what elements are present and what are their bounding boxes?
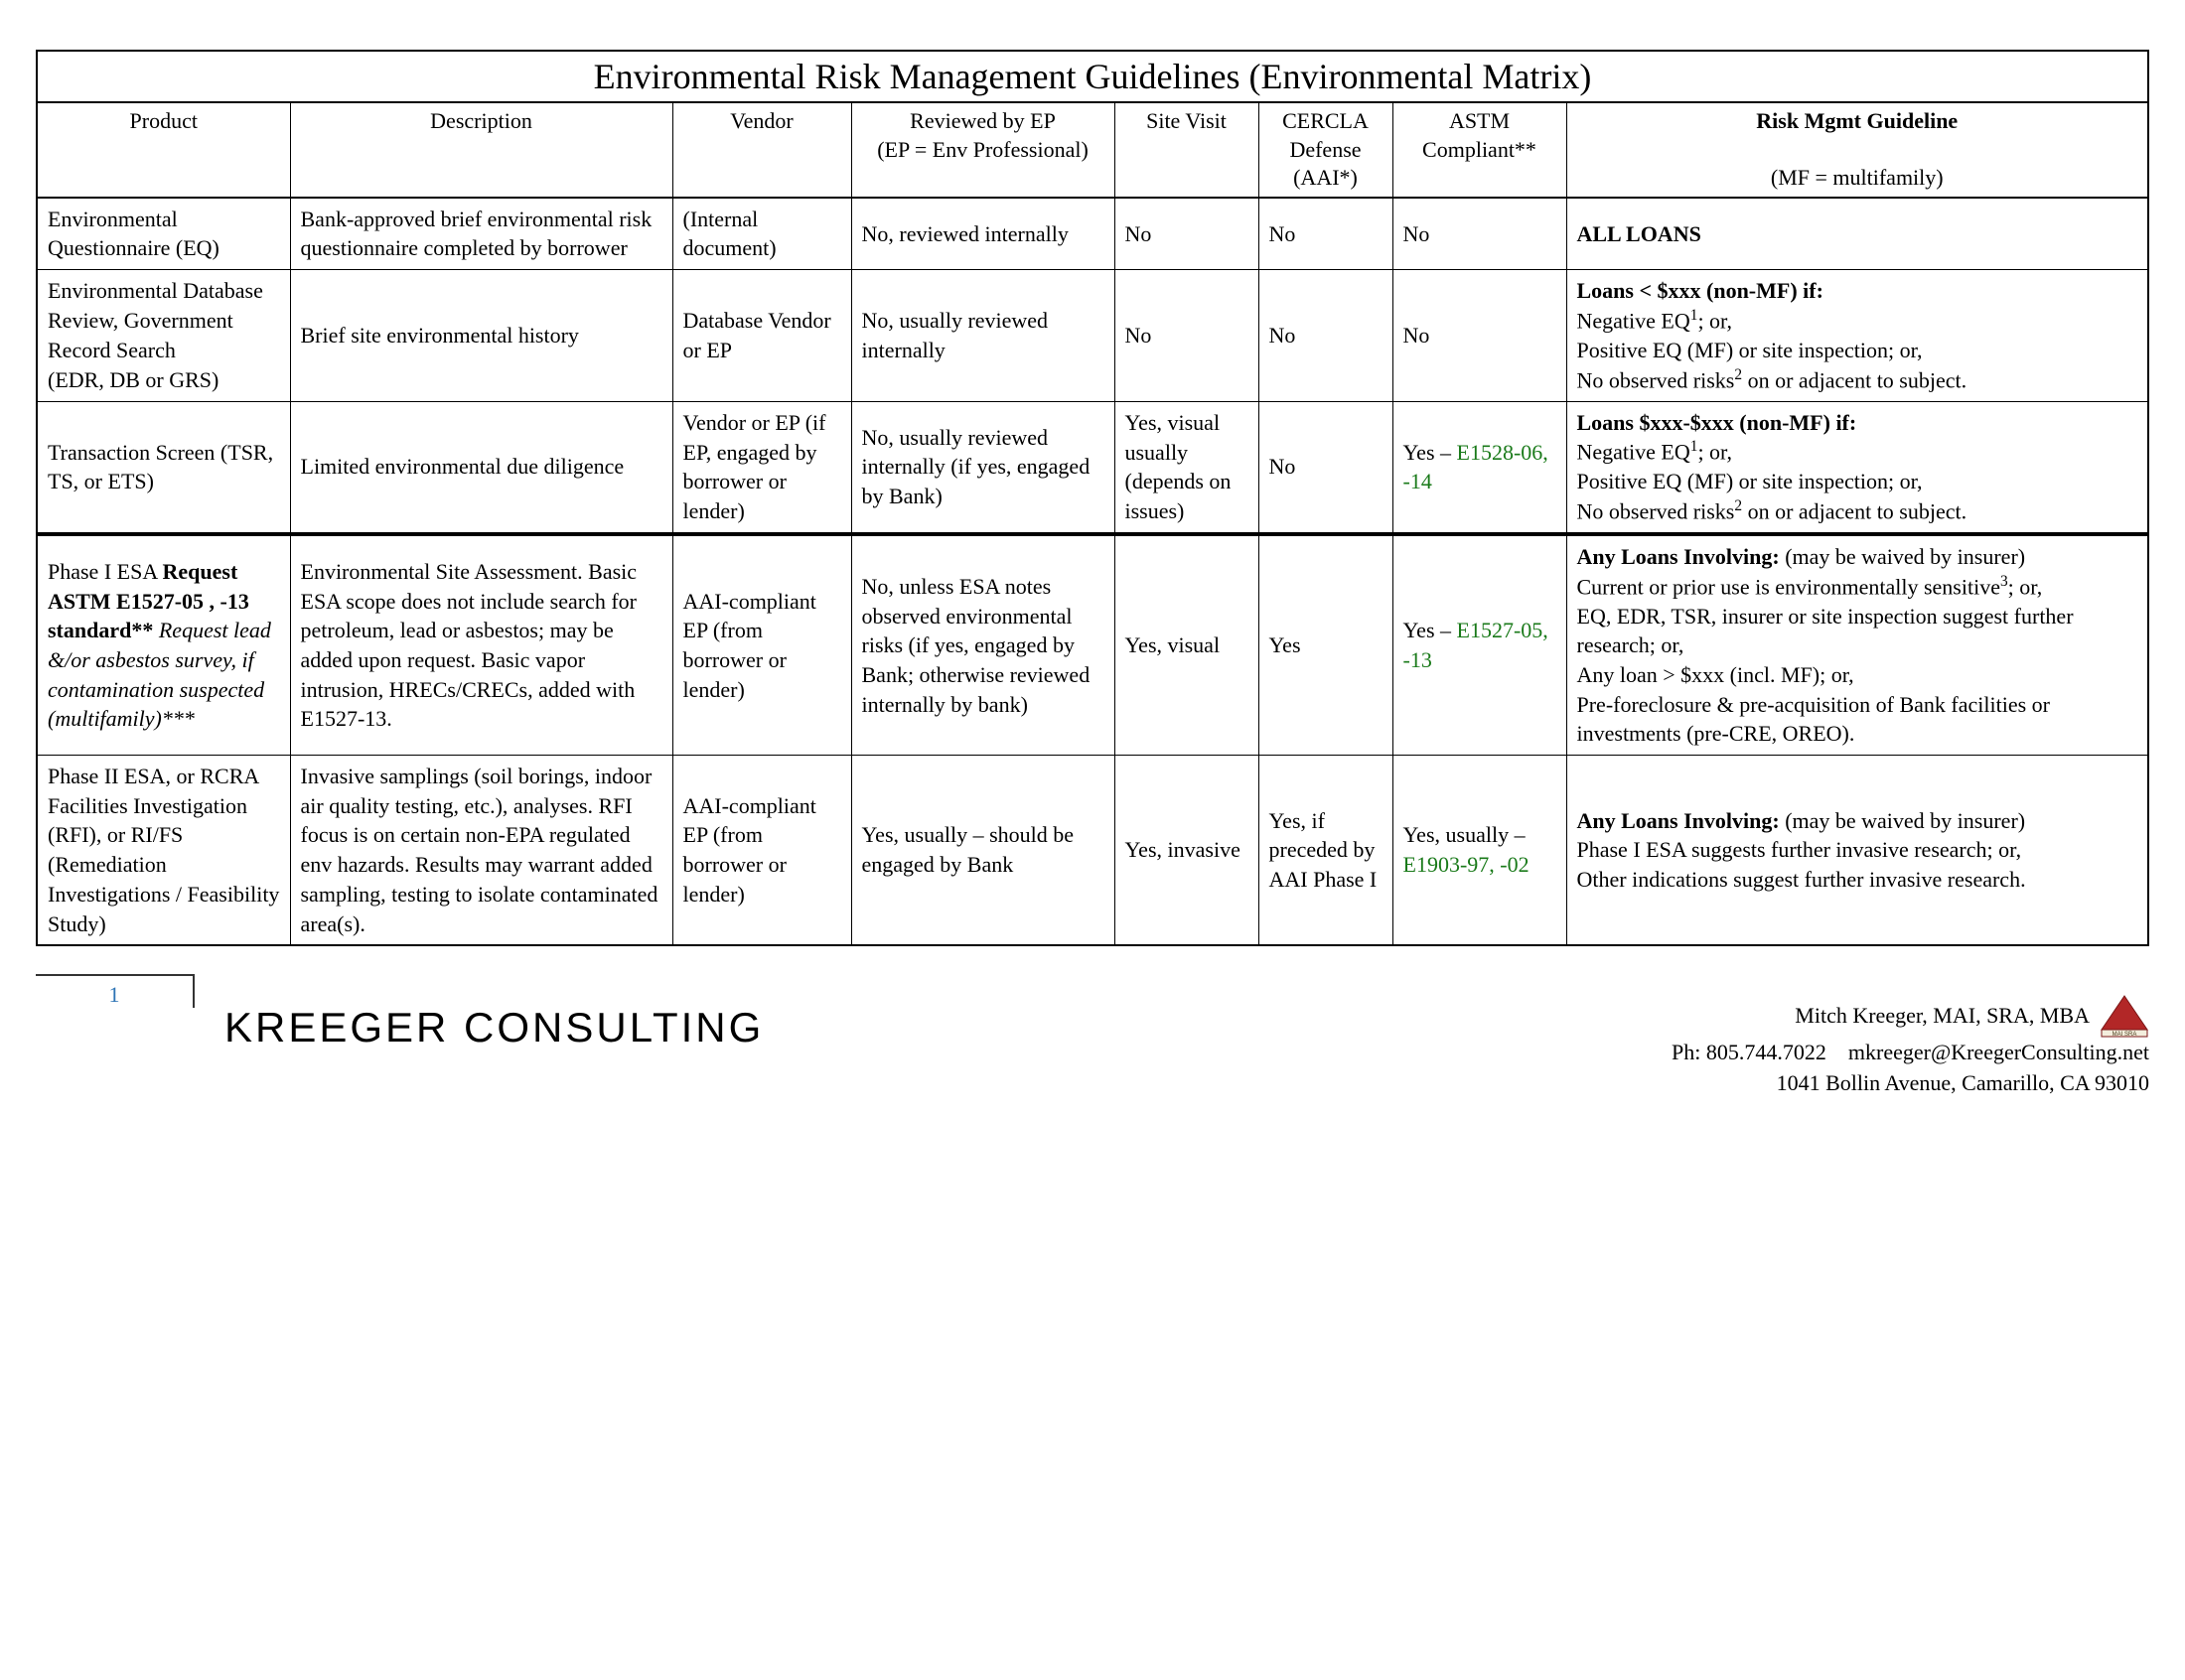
cell-reviewed: No, usually reviewed internally: [851, 270, 1114, 401]
footer-left: KREEGER CONSULTING: [195, 974, 1672, 1051]
cell-cercla: No: [1258, 198, 1392, 270]
cell-site: Yes, visual: [1114, 534, 1258, 756]
env-matrix-table: Product Description Vendor Reviewed by E…: [36, 101, 2149, 946]
cell-astm: No: [1392, 198, 1566, 270]
cell-cercla: No: [1258, 270, 1392, 401]
cell-site: No: [1114, 198, 1258, 270]
cell-reviewed: No, usually reviewed internally (if yes,…: [851, 401, 1114, 534]
col-product: Product: [37, 102, 290, 198]
brand-name: KREEGER CONSULTING: [224, 1004, 1672, 1051]
cell-product: Environmental Database Review, Governmen…: [37, 270, 290, 401]
cell-risk: ALL LOANS: [1566, 198, 2148, 270]
cell-vendor: Database Vendor or EP: [672, 270, 851, 401]
cell-risk: Loans < $xxx (non-MF) if:Negative EQ1; o…: [1566, 270, 2148, 401]
cell-description: Brief site environmental history: [290, 270, 672, 401]
cell-risk: Loans $xxx-$xxx (non-MF) if:Negative EQ1…: [1566, 401, 2148, 534]
col-reviewed: Reviewed by EP (EP = Env Professional): [851, 102, 1114, 198]
cell-cercla: Yes: [1258, 534, 1392, 756]
col-cercla: CERCLA Defense (AAI*): [1258, 102, 1392, 198]
cell-description: Limited environmental due diligence: [290, 401, 672, 534]
cell-product: Phase II ESA, or RCRA Facilities Investi…: [37, 756, 290, 946]
col-vendor: Vendor: [672, 102, 851, 198]
contact-email: mkreeger@KreegerConsulting.net: [1848, 1040, 2149, 1064]
cell-reviewed: No, unless ESA notes observed environmen…: [851, 534, 1114, 756]
cell-vendor: Vendor or EP (if EP, engaged by borrower…: [672, 401, 851, 534]
page-number-box: 1: [36, 974, 195, 1008]
contact-phone: Ph: 805.744.7022: [1672, 1040, 1826, 1064]
cell-product: Transaction Screen (TSR, TS, or ETS): [37, 401, 290, 534]
cell-product: Environmental Questionnaire (EQ): [37, 198, 290, 270]
cell-risk: Any Loans Involving: (may be waived by i…: [1566, 534, 2148, 756]
col-astm: ASTM Compliant**: [1392, 102, 1566, 198]
col-risk-sub: (MF = multifamily): [1771, 165, 1944, 190]
cell-vendor: (Internal document): [672, 198, 851, 270]
page-number: 1: [109, 982, 120, 1007]
cell-reviewed: No, reviewed internally: [851, 198, 1114, 270]
col-site: Site Visit: [1114, 102, 1258, 198]
contact-name: Mitch Kreeger, MAI, SRA, MBA: [1795, 1001, 2090, 1032]
cell-cercla: No: [1258, 401, 1392, 534]
col-risk-label: Risk Mgmt Guideline: [1756, 108, 1958, 133]
cell-vendor: AAI-compliant EP (from borrower or lende…: [672, 534, 851, 756]
cell-description: Environmental Site Assessment. Basic ESA…: [290, 534, 672, 756]
cell-reviewed: Yes, usually – should be engaged by Bank: [851, 756, 1114, 946]
cell-risk: Any Loans Involving: (may be waived by i…: [1566, 756, 2148, 946]
cell-astm: Yes, usually – E1903-97, -02: [1392, 756, 1566, 946]
footer-right: Mitch Kreeger, MAI, SRA, MBA MAI SRA Ph:…: [1672, 974, 2149, 1099]
cell-astm: Yes – E1527-05, -13: [1392, 534, 1566, 756]
cell-astm: No: [1392, 270, 1566, 401]
cell-vendor: AAI-compliant EP (from borrower or lende…: [672, 756, 851, 946]
cell-description: Invasive samplings (soil borings, indoor…: [290, 756, 672, 946]
col-risk: Risk Mgmt Guideline (MF = multifamily): [1566, 102, 2148, 198]
table-row: Environmental Questionnaire (EQ)Bank-app…: [37, 198, 2148, 270]
page-title: Environmental Risk Management Guidelines…: [36, 50, 2149, 101]
cell-site: Yes, visual usually (depends on issues): [1114, 401, 1258, 534]
table-row: Transaction Screen (TSR, TS, or ETS)Limi…: [37, 401, 2148, 534]
col-description: Description: [290, 102, 672, 198]
table-row: Phase II ESA, or RCRA Facilities Investi…: [37, 756, 2148, 946]
col-reviewed-sub: (EP = Env Professional): [877, 137, 1089, 162]
cell-product: Phase I ESA Request ASTM E1527-05 , -13 …: [37, 534, 290, 756]
page-footer: 1 KREEGER CONSULTING Mitch Kreeger, MAI,…: [36, 974, 2149, 1099]
cell-description: Bank-approved brief environmental risk q…: [290, 198, 672, 270]
table-row: Phase I ESA Request ASTM E1527-05 , -13 …: [37, 534, 2148, 756]
appraisal-logo-icon: MAI SRA: [2100, 994, 2149, 1038]
table-header-row: Product Description Vendor Reviewed by E…: [37, 102, 2148, 198]
cell-cercla: Yes, if preceded by AAI Phase I: [1258, 756, 1392, 946]
contact-address: 1041 Bollin Avenue, Camarillo, CA 93010: [1672, 1068, 2149, 1099]
cell-site: No: [1114, 270, 1258, 401]
col-reviewed-label: Reviewed by EP: [910, 108, 1056, 133]
cell-site: Yes, invasive: [1114, 756, 1258, 946]
table-row: Environmental Database Review, Governmen…: [37, 270, 2148, 401]
cell-astm: Yes – E1528-06, -14: [1392, 401, 1566, 534]
